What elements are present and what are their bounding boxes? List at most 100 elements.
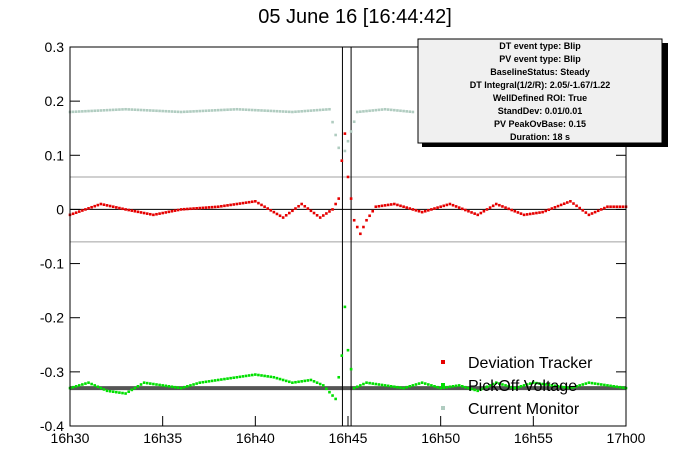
data-point bbox=[556, 204, 560, 208]
data-point bbox=[161, 384, 164, 387]
data-point bbox=[278, 377, 282, 381]
data-point bbox=[269, 209, 273, 212]
data-point bbox=[284, 213, 288, 217]
data-point bbox=[433, 384, 436, 388]
data-point bbox=[590, 212, 594, 215]
data-point bbox=[281, 378, 285, 382]
data-point bbox=[383, 107, 387, 111]
data-point bbox=[207, 380, 211, 383]
data-point bbox=[448, 385, 452, 389]
data-point bbox=[460, 207, 464, 211]
data-point bbox=[93, 384, 97, 387]
data-point bbox=[167, 110, 171, 113]
data-point bbox=[349, 130, 353, 133]
stats-line-8: Duration: 18 s bbox=[510, 132, 570, 142]
data-point bbox=[467, 209, 470, 213]
data-point bbox=[108, 204, 112, 208]
data-point bbox=[118, 391, 121, 394]
data-point bbox=[207, 109, 211, 112]
data-point bbox=[210, 205, 214, 209]
data-point bbox=[238, 375, 242, 379]
data-point bbox=[510, 385, 514, 389]
stats-line-2: PV event type: Blip bbox=[499, 54, 581, 64]
data-point bbox=[411, 110, 415, 114]
data-point bbox=[359, 232, 362, 236]
data-point bbox=[528, 212, 532, 216]
data-point bbox=[454, 384, 458, 388]
data-point bbox=[312, 380, 316, 383]
data-point bbox=[352, 386, 356, 390]
data-point bbox=[235, 107, 239, 111]
data-point bbox=[121, 108, 124, 111]
data-point bbox=[278, 110, 282, 113]
data-point bbox=[127, 108, 130, 111]
data-point bbox=[71, 385, 75, 389]
data-point bbox=[491, 382, 495, 386]
data-point bbox=[355, 225, 359, 229]
data-point bbox=[442, 204, 446, 208]
data-point bbox=[161, 109, 164, 113]
data-point bbox=[377, 108, 381, 112]
data-point bbox=[294, 380, 297, 384]
y-tick-label: -0.3 bbox=[40, 364, 64, 380]
data-point bbox=[232, 376, 236, 380]
data-point bbox=[257, 109, 260, 112]
data-point bbox=[186, 207, 189, 211]
data-point bbox=[544, 209, 547, 213]
data-point bbox=[257, 201, 260, 205]
data-point bbox=[621, 205, 625, 209]
data-point bbox=[145, 212, 149, 215]
data-point bbox=[210, 379, 214, 383]
data-point bbox=[186, 110, 189, 113]
data-point bbox=[139, 383, 143, 386]
data-point bbox=[179, 110, 183, 114]
stats-box: DT event type: Blip PV event type: Blip … bbox=[417, 38, 668, 147]
data-point bbox=[164, 109, 168, 113]
data-point bbox=[247, 374, 251, 377]
data-point bbox=[427, 209, 430, 212]
data-point bbox=[170, 110, 174, 113]
data-point bbox=[173, 385, 177, 389]
data-point bbox=[182, 110, 186, 114]
y-tick-label: 0 bbox=[56, 201, 64, 217]
data-point bbox=[118, 108, 121, 111]
data-point bbox=[615, 205, 619, 209]
data-point bbox=[584, 211, 588, 214]
data-point bbox=[352, 120, 356, 124]
data-point bbox=[254, 373, 257, 376]
data-point bbox=[127, 208, 130, 212]
x-axis: 16h30 16h35 16h40 16h45 16h50 16h55 17h00 bbox=[51, 416, 646, 446]
data-point bbox=[340, 159, 344, 162]
data-point bbox=[213, 109, 217, 112]
data-point bbox=[346, 175, 350, 179]
data-point bbox=[328, 107, 331, 111]
data-point bbox=[476, 213, 480, 217]
data-point bbox=[182, 207, 186, 211]
data-point bbox=[315, 108, 319, 112]
x-tick-label: 16h50 bbox=[421, 430, 460, 446]
data-point bbox=[247, 108, 251, 112]
data-point bbox=[254, 200, 257, 203]
data-point bbox=[281, 110, 285, 113]
data-point bbox=[257, 373, 260, 377]
data-point bbox=[158, 109, 161, 113]
data-point bbox=[96, 203, 100, 207]
data-point bbox=[457, 384, 461, 387]
data-point bbox=[226, 108, 229, 112]
data-point bbox=[127, 390, 130, 394]
data-point bbox=[575, 384, 578, 388]
data-point bbox=[485, 208, 489, 211]
data-point bbox=[173, 110, 177, 113]
data-point bbox=[99, 109, 103, 112]
data-point bbox=[102, 109, 106, 112]
y-tick-label: 0.1 bbox=[45, 147, 65, 163]
data-point bbox=[192, 383, 195, 386]
data-point bbox=[590, 381, 594, 385]
data-point bbox=[328, 390, 331, 394]
data-point bbox=[176, 386, 180, 389]
data-point bbox=[235, 202, 239, 206]
data-point bbox=[179, 208, 183, 211]
data-point bbox=[603, 206, 606, 210]
data-point bbox=[337, 197, 341, 200]
